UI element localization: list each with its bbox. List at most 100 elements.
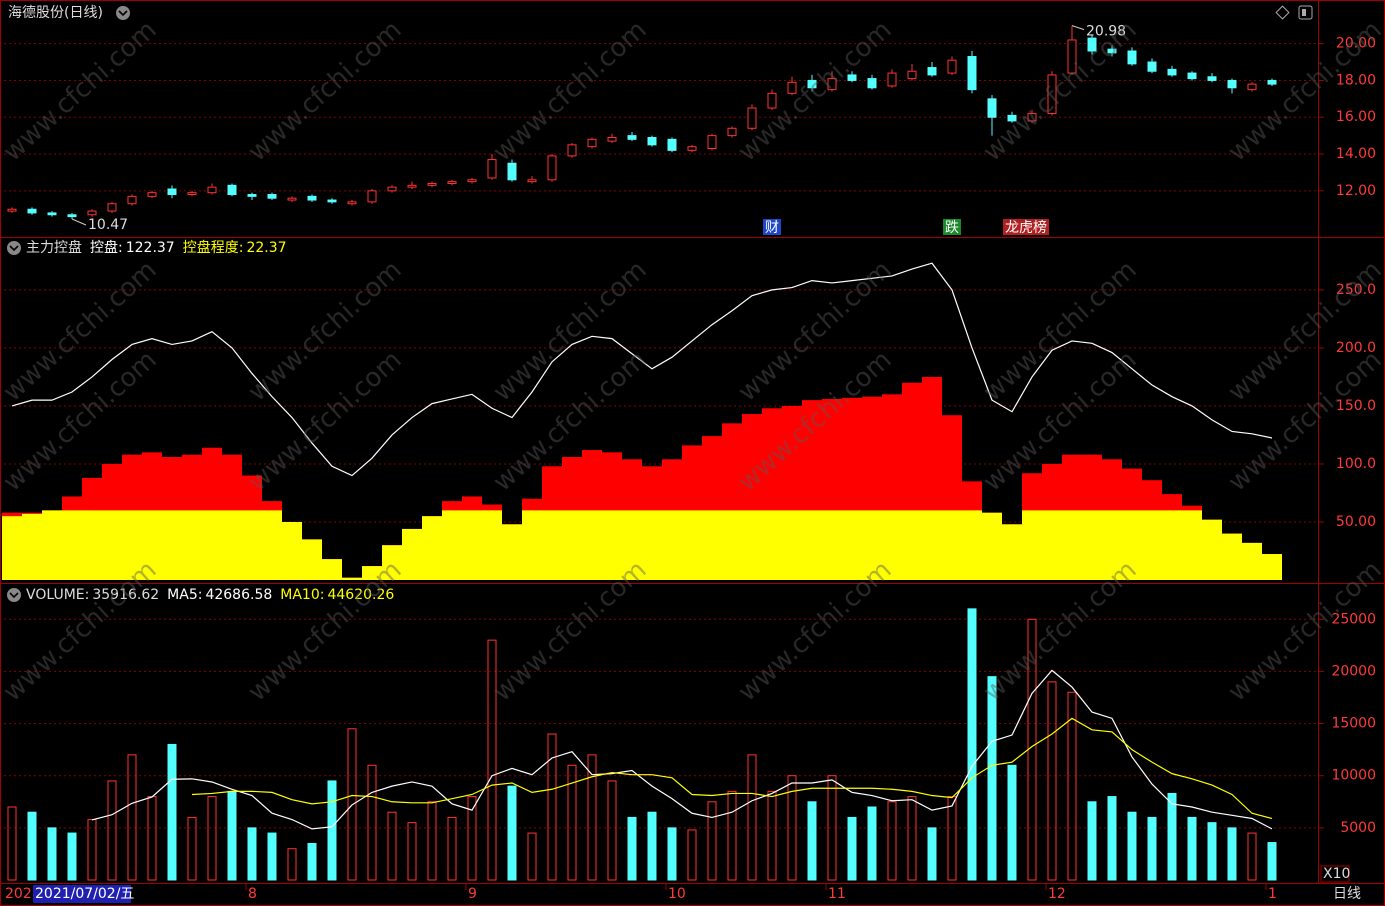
volume-bar bbox=[547, 733, 557, 881]
control-bar bbox=[202, 510, 222, 580]
x-axis-start: 202 bbox=[5, 886, 32, 902]
volume-bar bbox=[667, 827, 677, 881]
volume-bar bbox=[307, 843, 317, 881]
panel-header: VOLUME: 35916.62 MA5: 42686.58 MA10: 44620.26 bbox=[26, 587, 394, 603]
candle-body bbox=[1227, 79, 1237, 89]
candle-body bbox=[1007, 114, 1017, 122]
candle-body bbox=[327, 199, 337, 203]
volume-bar bbox=[427, 801, 437, 881]
control-bar bbox=[782, 510, 802, 580]
volume-bar bbox=[587, 754, 597, 881]
volume-bar bbox=[527, 832, 537, 881]
chart-title: 海德股份(日线) bbox=[8, 5, 103, 21]
candle-body bbox=[527, 179, 537, 183]
candle-body bbox=[207, 186, 217, 194]
volume-bar bbox=[1067, 691, 1077, 881]
candle-body bbox=[927, 67, 937, 76]
volume-bar bbox=[987, 676, 997, 881]
control-bar bbox=[1162, 510, 1182, 580]
candle-body bbox=[687, 146, 697, 151]
control-bar bbox=[802, 510, 822, 580]
control-bar bbox=[342, 577, 362, 580]
control-bar bbox=[982, 512, 1002, 580]
window-icon-inner bbox=[1302, 9, 1306, 16]
volume-bar bbox=[407, 822, 417, 881]
control-bar bbox=[462, 510, 482, 580]
control-bar bbox=[1222, 533, 1242, 580]
control-bar bbox=[442, 510, 462, 580]
y-tick-label: 200.0 bbox=[1336, 340, 1376, 356]
volume-bar bbox=[207, 796, 217, 881]
volume-bar bbox=[107, 780, 117, 881]
volume-bar bbox=[607, 780, 617, 881]
candle-body bbox=[347, 201, 357, 205]
y-tick-label: 25000 bbox=[1331, 611, 1376, 627]
control-bar bbox=[222, 510, 242, 580]
volume-bar bbox=[47, 827, 57, 881]
control-bar bbox=[662, 510, 682, 580]
control-bar bbox=[1262, 554, 1282, 580]
candle-body bbox=[1107, 48, 1117, 54]
control-bar bbox=[702, 510, 722, 580]
control-bar bbox=[942, 510, 962, 580]
volume-bar bbox=[387, 811, 397, 881]
legend-value: 122.37 bbox=[126, 240, 175, 256]
control-bar bbox=[562, 510, 582, 580]
candle-body bbox=[67, 214, 77, 218]
volume-bar bbox=[967, 608, 977, 881]
volume-bar bbox=[787, 775, 797, 881]
candle-body bbox=[887, 72, 897, 87]
volume-bar bbox=[27, 811, 37, 881]
volume-bar bbox=[647, 811, 657, 881]
candle-body bbox=[7, 208, 17, 212]
volume-bar bbox=[327, 780, 337, 881]
candle-body bbox=[967, 56, 977, 91]
control-bar bbox=[1082, 510, 1102, 580]
y-tick-label: 250.0 bbox=[1336, 282, 1376, 298]
control-bar bbox=[42, 510, 62, 580]
candle-body bbox=[127, 195, 137, 205]
event-label: 龙虎榜 bbox=[1005, 219, 1047, 236]
y-tick-label: 150.0 bbox=[1336, 398, 1376, 414]
candle-body bbox=[767, 92, 777, 109]
control-bar bbox=[582, 510, 602, 580]
candle-body bbox=[747, 107, 757, 129]
window-icon[interactable] bbox=[1298, 5, 1313, 20]
legend-name: 控盘程度 bbox=[183, 239, 239, 256]
control-bar bbox=[642, 510, 662, 580]
candle-body bbox=[867, 78, 877, 89]
control-bar bbox=[2, 516, 22, 580]
control-bar bbox=[322, 559, 342, 580]
dropdown-icon[interactable] bbox=[7, 241, 21, 255]
candle-body bbox=[1087, 37, 1097, 52]
dropdown-icon[interactable] bbox=[116, 6, 130, 20]
control-bar bbox=[122, 510, 142, 580]
toolbar-icons bbox=[1275, 5, 1313, 20]
volume-bar bbox=[707, 801, 717, 881]
volume-bar bbox=[1087, 801, 1097, 881]
volume-bar bbox=[887, 801, 897, 881]
control-bar bbox=[902, 510, 922, 580]
volume-bar bbox=[1147, 816, 1157, 881]
control-bar bbox=[1182, 510, 1202, 580]
volume-bar bbox=[627, 816, 637, 881]
candle-body bbox=[467, 179, 477, 183]
y-tick-label: 12.00 bbox=[1336, 183, 1376, 199]
candle-body bbox=[1027, 113, 1037, 122]
diamond-icon[interactable] bbox=[1275, 5, 1290, 20]
control-bar bbox=[502, 524, 522, 580]
event-label: 财 bbox=[765, 220, 779, 236]
control-bar bbox=[1122, 510, 1142, 580]
x-tick-label: 1 bbox=[1268, 886, 1277, 902]
legend-separator: : bbox=[239, 240, 244, 256]
legend-name: MA10 bbox=[280, 587, 319, 603]
volume-bar bbox=[1047, 681, 1057, 881]
control-bar bbox=[1022, 510, 1042, 580]
candle-body bbox=[1167, 68, 1177, 76]
candle-body bbox=[987, 98, 997, 118]
dropdown-icon[interactable] bbox=[7, 588, 21, 602]
volume-bar bbox=[867, 806, 877, 881]
control-bar bbox=[622, 510, 642, 580]
y-tick-label: 14.00 bbox=[1336, 146, 1376, 162]
